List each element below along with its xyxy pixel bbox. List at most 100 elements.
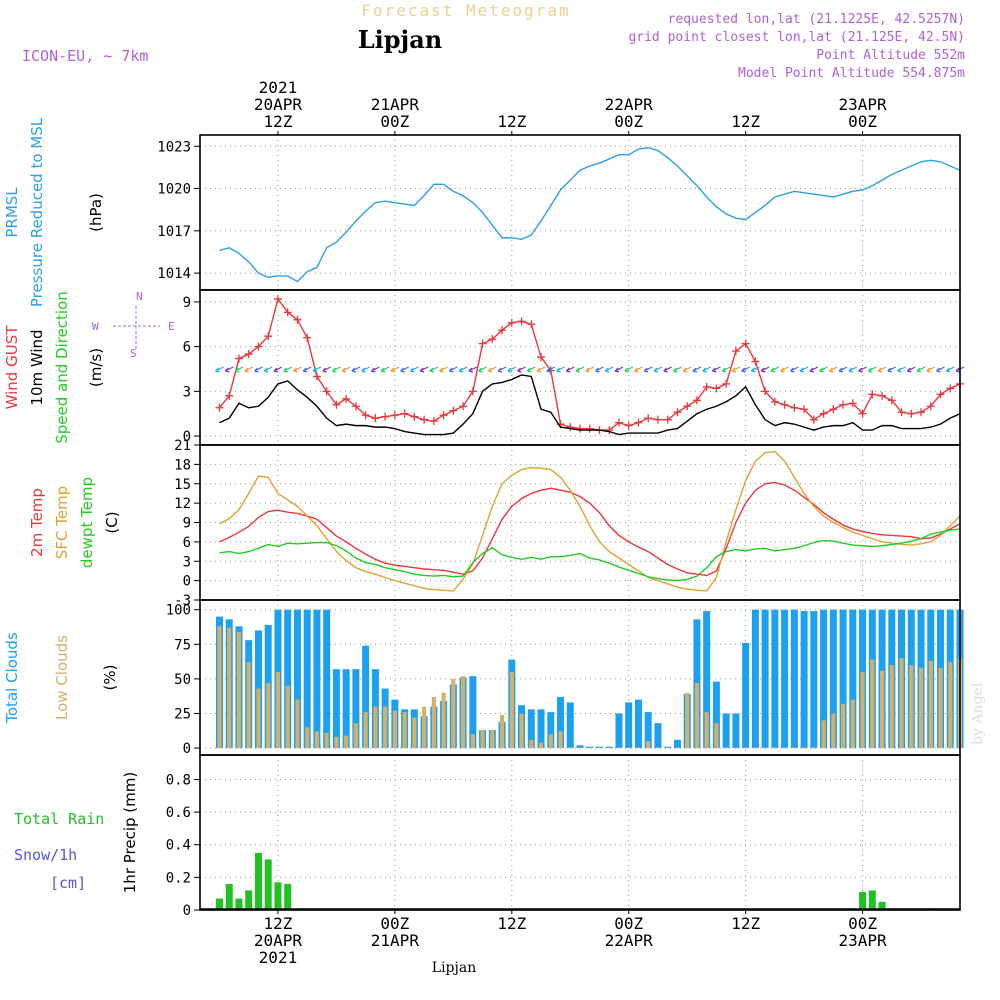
cloud-bar [782, 747, 787, 749]
wind-arrow [565, 366, 575, 373]
gust-marker [254, 342, 263, 351]
wind-arrow [877, 366, 887, 373]
gust-marker [507, 318, 516, 327]
wind-arrow [370, 366, 380, 373]
wind-arrow [799, 366, 809, 373]
gust-marker [342, 394, 351, 403]
time-label-bottom: 22APR [605, 931, 654, 950]
y-tick-label: 0 [183, 429, 191, 445]
y-axis-label: SFC Temp [53, 486, 71, 559]
y-axis-label: dewpt Temp [78, 477, 96, 568]
wind-arrow [809, 366, 819, 373]
gust-marker [702, 382, 711, 391]
cloud-bar [266, 683, 271, 749]
rain-bar [225, 883, 233, 910]
time-label-top: 12Z [497, 112, 526, 131]
wind-arrow [234, 366, 244, 373]
cloud-bar [909, 665, 914, 749]
wind-arrow [390, 366, 400, 373]
cloud-bar [431, 696, 436, 749]
wind-arrow [702, 366, 711, 373]
cloud-bar [928, 660, 933, 749]
y-tick-label: 12 [174, 496, 191, 512]
series-line [219, 481, 961, 577]
gust-marker [780, 400, 789, 409]
y-tick-label: 1017 [157, 224, 191, 240]
wind-arrow [361, 366, 370, 373]
cloud-bar [636, 747, 641, 749]
cloud-bar [626, 747, 631, 749]
gust-marker [878, 391, 887, 400]
cloud-bar [685, 692, 690, 749]
wind-arrow [224, 366, 234, 373]
gust-marker [576, 424, 584, 433]
cloud-bar [831, 713, 836, 749]
cloud-bar [295, 699, 300, 749]
y-tick-label: 0.8 [166, 772, 191, 788]
cloud-bar [313, 609, 321, 749]
cloud-bar [781, 609, 789, 749]
cloud-bar [324, 732, 329, 749]
cloud-bar [529, 739, 534, 749]
cloud-bar [217, 626, 222, 749]
cloud-bar [547, 712, 555, 749]
cloud-bar [665, 747, 670, 749]
cloud-bar [948, 662, 953, 749]
gust-marker [361, 411, 370, 420]
panel-frame [199, 754, 961, 911]
cloud-bar [538, 742, 544, 749]
time-label-top: 21APR [371, 95, 420, 114]
time-label-bottom: 00Z [848, 914, 877, 933]
cloud-bar [332, 669, 340, 749]
cloud-bar [841, 703, 846, 749]
gust-marker [644, 414, 653, 423]
wind-arrow [409, 366, 419, 373]
time-label-bottom: 12Z [497, 914, 526, 933]
wind-arrow [322, 366, 331, 373]
cloud-bar [314, 731, 319, 749]
time-label-top: 20APR [254, 95, 303, 114]
wind-arrow [643, 366, 653, 373]
cloud-bar [839, 609, 847, 749]
cloud-bar [742, 642, 750, 749]
wind-arrow [789, 366, 799, 373]
y-axis-label: (hPa) [87, 193, 105, 232]
gust-marker [488, 335, 497, 344]
panel-frame [199, 134, 961, 291]
rain-bar [254, 852, 262, 910]
wind-arrow [634, 366, 643, 373]
wind-arrow [507, 366, 517, 373]
y-tick-label: 50 [174, 672, 191, 688]
cloud-bar [655, 747, 660, 749]
rain-bar [274, 882, 282, 910]
rain-bar [878, 901, 886, 910]
wind-arrow [624, 366, 633, 373]
gust-marker [585, 424, 594, 433]
wind-arrow [721, 366, 731, 373]
cloud-bar [654, 723, 662, 749]
cloud-bar [342, 669, 350, 749]
wind-arrow [400, 366, 409, 373]
time-label-bottom: 00Z [614, 914, 643, 933]
gust-marker [624, 421, 633, 430]
time-label-top: 00Z [614, 112, 643, 131]
wind-arrow [906, 366, 916, 373]
gust-marker [273, 294, 282, 303]
wind-arrow [673, 366, 682, 373]
wind-arrow [575, 366, 585, 373]
cloud-bar [558, 731, 563, 749]
cloud-bar [616, 747, 622, 749]
cloud-bar [918, 667, 924, 749]
panel-clouds: 0 25 50 75 100 Total Clouds Low Clouds (%) [3, 599, 964, 757]
wind-arrow [351, 366, 361, 373]
wind-arrow [770, 366, 780, 373]
y-axis-label: Pressure Reduced to MSL [28, 117, 46, 307]
gust-marker [566, 423, 575, 432]
y-tick-label: 0 [183, 574, 191, 590]
cloud-bar [829, 609, 837, 749]
wind-arrow [897, 366, 906, 373]
wind-arrow [293, 366, 302, 373]
time-label-bottom: 12Z [731, 914, 760, 933]
cloud-bar [733, 747, 738, 749]
cloud-bar [850, 699, 855, 749]
